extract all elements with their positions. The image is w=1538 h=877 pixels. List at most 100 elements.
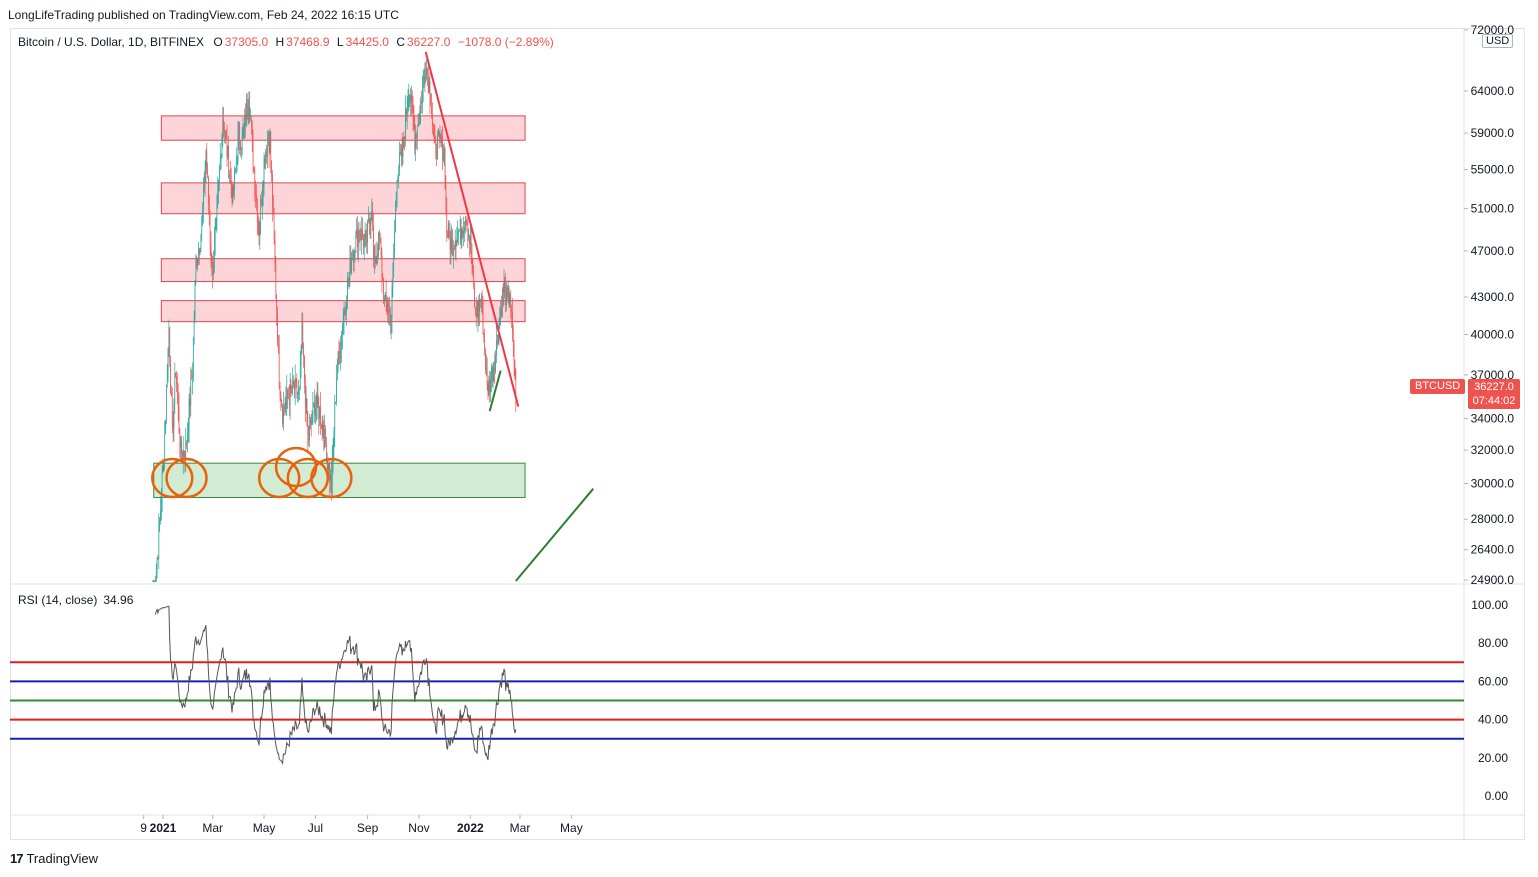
candle-body [494,367,496,372]
candle-body [368,218,369,222]
candle-body [268,144,270,153]
candle-body [213,261,214,275]
candle-body [245,114,246,126]
candle-body [360,235,362,241]
candle-body [313,402,315,404]
candle-body [170,363,171,393]
candle-body [292,380,294,393]
candle-body [416,134,417,138]
candle-body [411,94,413,107]
candle-body [347,278,348,304]
candle-body [505,282,507,305]
candle-body [224,131,226,133]
candle-body [297,393,299,395]
time-tick-label: 9 [140,821,147,835]
candle-body [459,230,460,232]
candle-body [452,240,453,257]
candle-body [401,147,403,157]
candle-body [427,69,428,76]
candle-body [439,133,441,138]
candle-body [371,210,373,215]
candle-body [152,581,154,582]
candle-body [161,471,163,500]
candle-body [171,396,173,423]
candle-body [357,231,359,248]
candle-body [323,435,325,448]
candle-body [447,232,448,238]
candle-body [483,333,485,337]
circles-layer [151,446,353,499]
candle-body [236,161,238,163]
candle-body [423,76,425,79]
candle-body [191,378,192,380]
candle-body [346,303,347,312]
high-label: H [275,35,285,49]
candle-body [225,131,227,138]
candle-body [232,186,234,203]
candle-body [357,228,358,248]
tradingview-brand[interactable]: 17 TradingView [10,851,98,866]
candle-body [336,378,337,402]
time-tick-label: Sep [357,821,379,835]
candle-body [171,392,172,397]
candle-body [296,381,298,395]
candle-body [282,407,283,424]
candle-body [472,268,474,271]
candle-body [412,106,414,120]
currency-badge[interactable]: USD [1482,34,1514,48]
candle-body [342,322,344,334]
price-tick-label: 72000.0 [1471,23,1515,37]
candle-body [402,137,404,157]
candle-body [464,228,465,231]
candle-body [182,450,184,460]
candle-body [265,151,267,162]
candle-body [482,300,484,334]
candle-body [222,119,224,135]
candle-body [314,402,315,416]
candle-body [240,141,241,151]
trendlines-layer [424,51,595,582]
candle-body [206,151,208,171]
high-value: 37468.9 [286,35,330,49]
candle-body [237,134,239,162]
price-tick-label: 30000.0 [1471,476,1515,490]
candle-body [349,257,351,273]
candle-body [507,288,509,296]
candle-body [420,100,422,109]
support-zone-5 [153,462,526,498]
candle-body [333,433,335,448]
candle-body [440,137,442,144]
price-tick-label: 51000.0 [1471,202,1515,216]
candle-body [463,230,464,236]
price-tick-label: 59000.0 [1471,126,1515,140]
candle-body [307,425,309,439]
candle-body [207,170,208,178]
candle-body [177,395,179,407]
candle-body [169,328,171,364]
time-tick-label: 2022 [457,821,484,835]
candle-body [180,440,182,448]
rsi-legend: RSI (14, close) 34.96 [18,593,133,607]
bounce-circle-2 [165,457,208,499]
candle-body [304,356,305,383]
candle-body [203,186,204,210]
price-tick-label: 43000.0 [1471,290,1515,304]
candle-body [456,240,458,247]
candle-body [278,343,280,386]
candle-body [178,406,180,431]
candle-body [298,389,299,394]
candle-body [437,136,438,160]
rsi-value: 34.96 [103,593,134,607]
candle-body [254,170,256,192]
candle-body [283,406,285,409]
candle-body [176,384,178,396]
candle-body [182,454,183,460]
candle-body [397,176,399,181]
candle-body [436,156,437,160]
candle-body [336,370,338,379]
resistance-zone-2 [160,182,526,215]
price-tick-label: 28000.0 [1471,512,1515,526]
candle-body [347,278,349,281]
candle-body [331,457,333,493]
